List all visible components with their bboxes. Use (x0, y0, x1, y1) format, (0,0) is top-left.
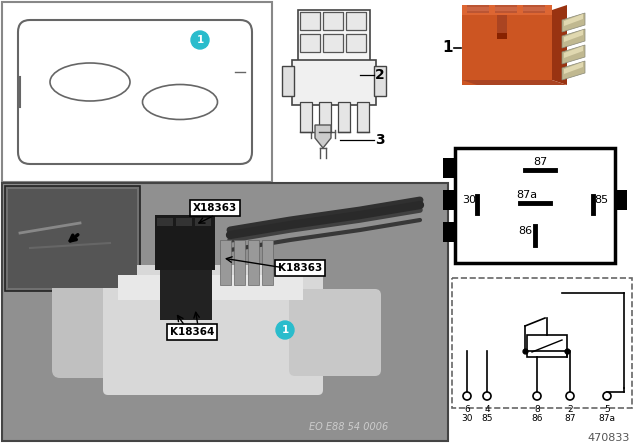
Bar (443, 222, 456, 242)
Circle shape (533, 392, 541, 400)
Text: 86: 86 (518, 226, 532, 236)
Text: 8: 8 (534, 405, 540, 414)
Text: X18363: X18363 (193, 203, 237, 213)
Bar (455, 148, 615, 263)
Bar (527, 335, 567, 357)
Bar (338, 102, 350, 132)
Bar (523, 7, 545, 11)
FancyBboxPatch shape (289, 289, 381, 376)
Text: 4: 4 (484, 405, 490, 414)
Bar (282, 66, 294, 96)
Bar (443, 190, 456, 210)
Text: 87a: 87a (516, 190, 538, 200)
Text: K18363: K18363 (278, 263, 322, 273)
Bar (220, 240, 231, 285)
Bar (2, 183, 448, 441)
Bar (2, 2, 272, 182)
Bar (319, 102, 331, 132)
Text: 85: 85 (594, 195, 608, 205)
Bar (8, 189, 137, 288)
Bar (5, 186, 140, 291)
Bar (495, 7, 517, 11)
Polygon shape (564, 62, 583, 74)
Polygon shape (562, 61, 585, 80)
Bar (195, 218, 211, 226)
Text: 470833: 470833 (588, 433, 630, 443)
Polygon shape (552, 5, 567, 85)
Bar (155, 215, 215, 270)
Bar (346, 12, 366, 30)
Text: EO E88 54 0006: EO E88 54 0006 (308, 422, 388, 432)
Bar (157, 218, 173, 226)
Polygon shape (315, 125, 331, 148)
Circle shape (483, 392, 491, 400)
Text: 85: 85 (481, 414, 493, 423)
Bar (462, 5, 552, 15)
Bar (300, 12, 320, 30)
Bar (497, 33, 507, 39)
Polygon shape (462, 80, 567, 85)
Text: 3: 3 (375, 133, 385, 147)
Bar (118, 275, 303, 300)
Text: 5: 5 (604, 405, 610, 414)
Bar (374, 66, 386, 96)
Bar (497, 15, 507, 37)
Polygon shape (564, 46, 583, 58)
Text: 1: 1 (282, 325, 289, 335)
Bar (262, 240, 273, 285)
Bar (323, 34, 343, 52)
Text: 2: 2 (567, 405, 573, 414)
Bar (523, 5, 545, 13)
Bar (300, 102, 312, 132)
Circle shape (191, 31, 209, 49)
Bar (462, 10, 552, 85)
Text: 1: 1 (442, 40, 453, 56)
Bar (160, 270, 212, 320)
Bar (176, 218, 192, 226)
FancyBboxPatch shape (52, 277, 143, 378)
Polygon shape (562, 13, 585, 32)
Bar (292, 60, 376, 105)
Text: K18364: K18364 (170, 327, 214, 337)
Text: 86: 86 (531, 414, 543, 423)
Circle shape (276, 321, 294, 339)
Bar (495, 5, 517, 13)
Bar (300, 34, 320, 52)
Text: 30: 30 (461, 414, 473, 423)
Text: 87: 87 (564, 414, 576, 423)
Ellipse shape (143, 85, 218, 120)
Polygon shape (564, 14, 583, 26)
Polygon shape (564, 30, 583, 42)
Bar (357, 102, 369, 132)
Text: 6: 6 (464, 405, 470, 414)
Circle shape (603, 392, 611, 400)
Bar (467, 5, 489, 13)
Circle shape (566, 392, 574, 400)
Ellipse shape (50, 63, 130, 101)
Bar (234, 240, 245, 285)
Bar (248, 240, 259, 285)
Polygon shape (562, 29, 585, 48)
Text: 1: 1 (196, 35, 204, 45)
Bar (467, 7, 489, 11)
Bar (452, 278, 632, 408)
Text: 87: 87 (533, 157, 547, 167)
Text: 87a: 87a (598, 414, 616, 423)
Text: 2: 2 (375, 68, 385, 82)
Text: 30: 30 (462, 195, 476, 205)
Bar (346, 34, 366, 52)
Bar (298, 10, 370, 65)
Circle shape (463, 392, 471, 400)
Bar (614, 190, 627, 210)
FancyBboxPatch shape (18, 20, 252, 164)
Bar (443, 158, 456, 178)
Polygon shape (562, 45, 585, 64)
Bar (323, 12, 343, 30)
FancyBboxPatch shape (103, 265, 323, 395)
